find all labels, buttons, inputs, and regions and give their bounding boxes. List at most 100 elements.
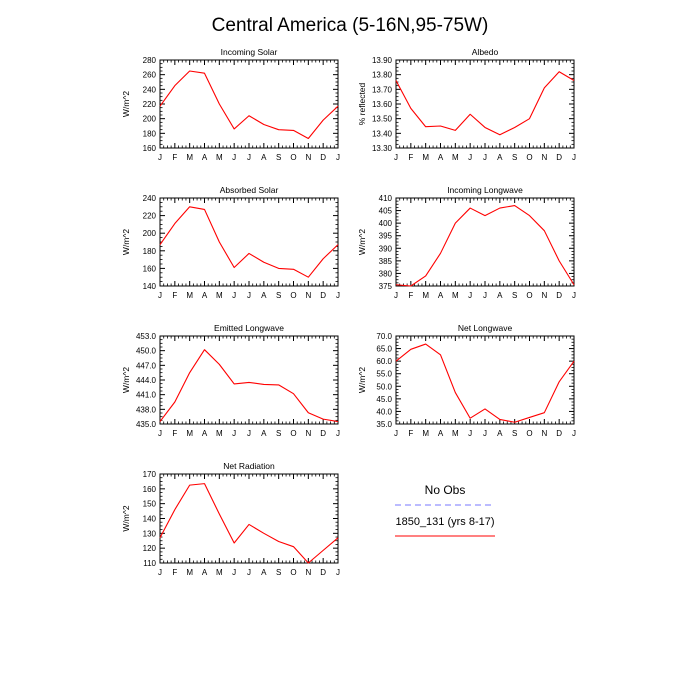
incoming-longwave-ytick-label: 390 <box>379 244 393 253</box>
albedo-xtick-label: O <box>526 153 532 162</box>
albedo-xtick-label: J <box>572 153 576 162</box>
incoming-solar-xtick-label: S <box>276 153 281 162</box>
albedo-ytick-label: 13.90 <box>372 56 393 65</box>
net-longwave-ytick-label: 55.0 <box>376 370 392 379</box>
net-radiation-frame <box>159 473 339 564</box>
albedo-ytick-label: 13.60 <box>372 100 393 109</box>
incoming-longwave-ytick-label: 385 <box>379 257 393 266</box>
emitted-longwave-xtick-label: D <box>320 429 326 438</box>
absorbed-solar-xtick-label: M <box>186 291 193 300</box>
net-radiation-title: Net Radiation <box>223 461 275 471</box>
emitted-longwave-frame <box>159 335 339 425</box>
legend-label-1850-131-yrs-8-17: 1850_131 (yrs 8-17) <box>395 516 494 528</box>
incoming-longwave-xtick-label: J <box>468 291 472 300</box>
emitted-longwave-xtick-label: J <box>158 429 162 438</box>
incoming-solar-xtick-label: F <box>172 153 177 162</box>
emitted-longwave-ytick-label: 447.0 <box>136 361 157 370</box>
incoming-longwave-xtick-label: N <box>541 291 547 300</box>
net-radiation-ytick-label: 160 <box>143 485 157 494</box>
legend: No Obs 1850_131 (yrs 8-17) <box>395 483 495 537</box>
incoming-solar-ytick-label: 220 <box>143 100 157 109</box>
emitted-longwave-ytick-label: 450.0 <box>136 347 157 356</box>
net-longwave-xtick-label: F <box>408 429 413 438</box>
absorbed-solar-xtick-label: O <box>290 291 296 300</box>
emitted-longwave-ytick-label: 453.0 <box>136 332 157 341</box>
net-longwave-xtick-label: A <box>438 429 444 438</box>
net-longwave-ytick-label: 35.0 <box>376 420 392 429</box>
emitted-longwave-ytick-label: 435.0 <box>136 420 157 429</box>
net-longwave-ytick-label: 70.0 <box>376 332 392 341</box>
incoming-solar-xtick-label: J <box>232 153 236 162</box>
emitted-longwave-xtick-label: J <box>336 429 340 438</box>
incoming-solar-xtick-label: N <box>305 153 311 162</box>
albedo-xtick-label: N <box>541 153 547 162</box>
incoming-solar-ytick-label: 280 <box>143 56 157 65</box>
incoming-solar-ytick-label: 240 <box>143 85 157 94</box>
net-radiation-xtick-label: N <box>305 568 311 577</box>
net-radiation-ylabel: W/m^2 <box>121 505 131 531</box>
albedo-title: Albedo <box>472 47 499 57</box>
net-radiation-ytick-label: 140 <box>143 515 157 524</box>
net-longwave-xtick-label: J <box>394 429 398 438</box>
absorbed-solar-xtick-label: A <box>261 291 267 300</box>
albedo-ytick-label: 13.80 <box>372 71 393 80</box>
incoming-solar-xtick-label: A <box>261 153 267 162</box>
albedo-ylabel: % reflected <box>357 82 367 125</box>
absorbed-solar-xtick-label: N <box>305 291 311 300</box>
incoming-longwave-series-line <box>395 204 575 287</box>
net-radiation-ytick-label: 130 <box>143 529 157 538</box>
albedo-ytick-label: 13.40 <box>372 129 393 138</box>
legend-label-no-obs: No Obs <box>425 483 466 497</box>
incoming-longwave-xtick-label: D <box>556 291 562 300</box>
absorbed-solar-ytick-label: 160 <box>143 264 157 273</box>
net-radiation-ytick-label: 110 <box>143 559 156 568</box>
albedo-ytick-label: 13.70 <box>372 85 393 94</box>
emitted-longwave-xtick-label: J <box>247 429 251 438</box>
emitted-longwave-xtick-label: A <box>261 429 267 438</box>
net-radiation-xtick-label: D <box>320 568 326 577</box>
incoming-longwave-frame <box>395 197 575 287</box>
emitted-longwave-title: Emitted Longwave <box>214 323 284 333</box>
incoming-longwave-xtick-label: A <box>497 291 503 300</box>
albedo-ytick-label: 13.30 <box>372 144 393 153</box>
net-radiation-xtick-label: J <box>247 568 251 577</box>
net-longwave-xtick-label: N <box>541 429 547 438</box>
net-longwave-series-line <box>395 343 575 423</box>
incoming-longwave-title: Incoming Longwave <box>447 185 523 195</box>
net-longwave-ytick-label: 60.0 <box>376 357 392 366</box>
albedo-ytick-label: 13.50 <box>372 115 393 124</box>
net-longwave-xtick-label: S <box>512 429 517 438</box>
incoming-longwave-xtick-label: S <box>512 291 517 300</box>
albedo-xtick-label: J <box>468 153 472 162</box>
emitted-longwave-xtick-label: A <box>202 429 208 438</box>
net-longwave-xtick-label: J <box>468 429 472 438</box>
incoming-longwave-xtick-label: M <box>452 291 459 300</box>
absorbed-solar-xtick-label: A <box>202 291 208 300</box>
net-radiation-xtick-label: J <box>336 568 340 577</box>
net-radiation-xtick-label: F <box>172 568 177 577</box>
incoming-solar-xtick-label: J <box>247 153 251 162</box>
incoming-longwave-ytick-label: 405 <box>379 207 393 216</box>
albedo-xtick-label: M <box>452 153 459 162</box>
incoming-longwave-ytick-label: 375 <box>379 282 393 291</box>
incoming-longwave-xtick-label: J <box>572 291 576 300</box>
net-longwave-xtick-label: O <box>526 429 532 438</box>
net-longwave-frame <box>395 335 575 425</box>
incoming-solar-xtick-label: M <box>186 153 193 162</box>
emitted-longwave-ytick-label: 438.0 <box>136 405 157 414</box>
net-radiation-ytick-label: 120 <box>143 544 157 553</box>
absorbed-solar-xtick-label: M <box>216 291 223 300</box>
albedo-xtick-label: F <box>408 153 413 162</box>
absorbed-solar-xtick-label: J <box>158 291 162 300</box>
incoming-solar-xtick-label: J <box>336 153 340 162</box>
albedo-frame <box>395 59 575 149</box>
emitted-longwave-ylabel: W/m^2 <box>121 367 131 393</box>
incoming-longwave-xtick-label: O <box>526 291 532 300</box>
